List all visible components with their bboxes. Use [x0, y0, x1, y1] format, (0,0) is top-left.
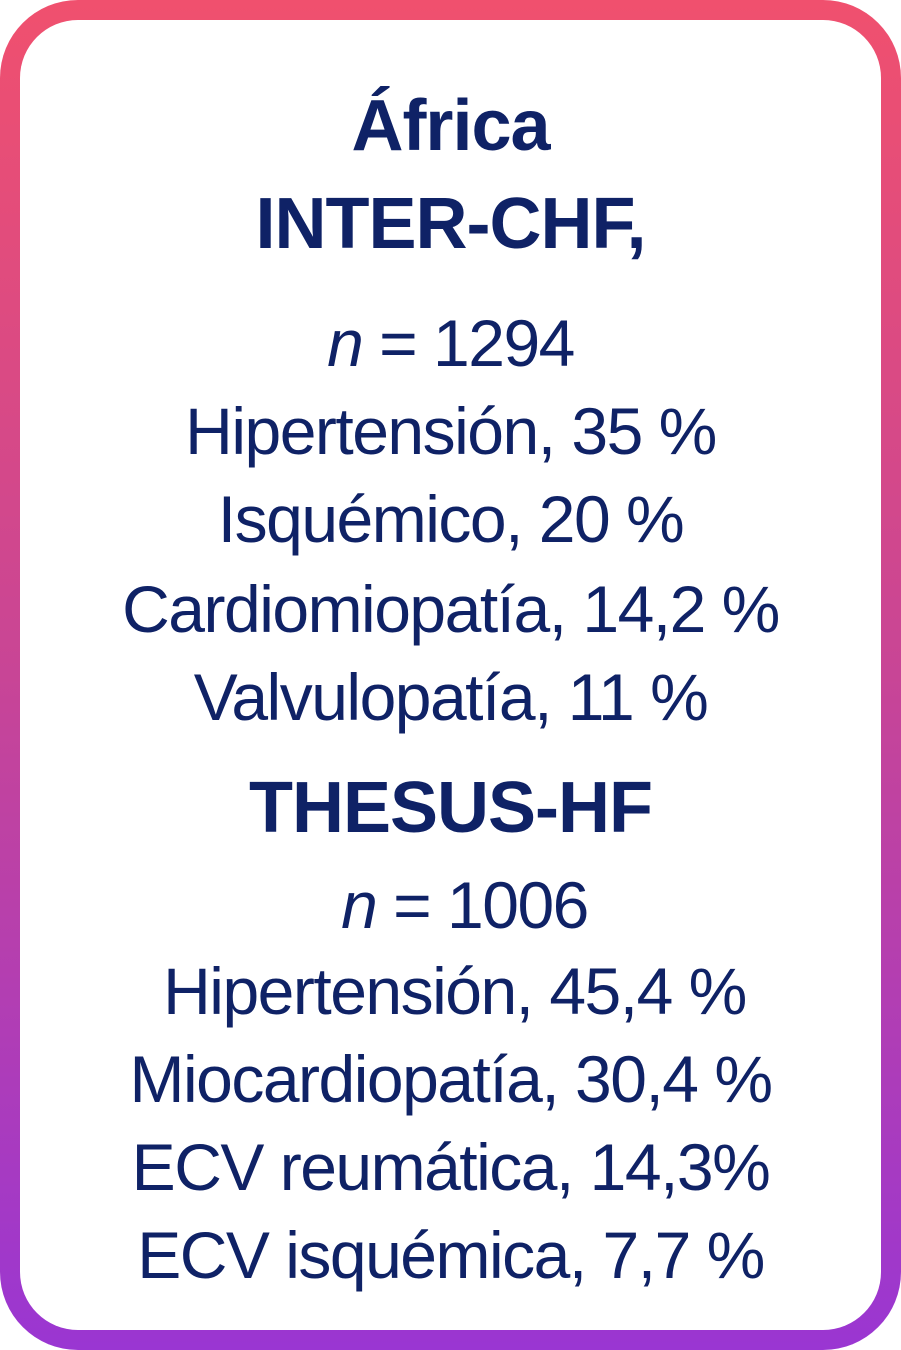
info-card: África INTER-CHF, n = 1294 Hipertensión,… — [20, 20, 881, 1330]
inter-chf-n-value: = 1294 — [379, 306, 575, 380]
thesus-hf-item-1: Hipertensión, 45,4 % — [163, 954, 747, 1028]
thesus-hf-item-4: ECV isquémica, 7,7 % — [137, 1218, 765, 1292]
inter-chf-item-2: Isquémico, 20 % — [217, 482, 685, 556]
thesus-hf-n-label: n — [341, 868, 378, 942]
inter-chf-n-label: n — [327, 306, 364, 380]
inter-chf-title: INTER-CHF, — [255, 184, 647, 264]
inter-chf-item-1: Hipertensión, 35 % — [185, 394, 717, 468]
inter-chf-item-4: Valvulopatía, 11 % — [193, 660, 709, 734]
region-title: África — [351, 86, 550, 166]
thesus-hf-item-3: ECV reumática, 14,3% — [131, 1130, 771, 1204]
inter-chf-sample-size: n = 1294 — [20, 310, 881, 376]
thesus-hf-sample-size: n = 1006 — [20, 872, 881, 938]
thesus-hf-n-value: = 1006 — [393, 868, 589, 942]
thesus-hf-title: THESUS-HF — [249, 768, 653, 848]
thesus-hf-item-2: Miocardiopatía, 30,4 % — [129, 1042, 773, 1116]
inter-chf-item-3: Cardiomiopatía, 14,2 % — [122, 572, 780, 646]
